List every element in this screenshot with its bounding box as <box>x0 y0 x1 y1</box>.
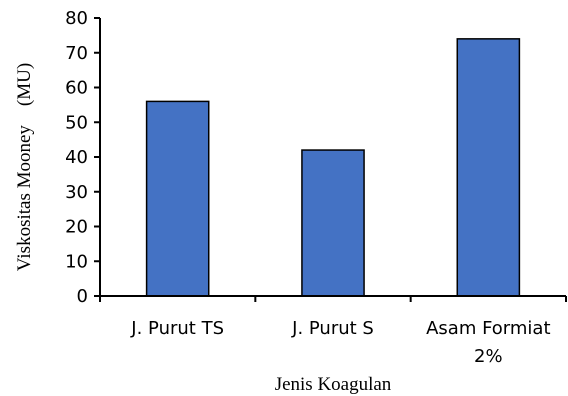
y-tick-label: 30 <box>65 182 88 203</box>
bars <box>145 38 521 297</box>
bar <box>301 149 365 297</box>
x-category-label: J. Purut TS <box>130 318 224 339</box>
bar <box>145 100 210 297</box>
x-axis-ticks: J. Purut TS J. Purut S Asam Formiat 2% <box>99 296 567 367</box>
x-category-label: J. Purut S <box>291 318 374 339</box>
y-axis-ticks: 0 10 20 30 40 50 60 70 80 <box>65 8 100 307</box>
y-tick-label: 60 <box>65 78 88 99</box>
x-category-label: Asam Formiat 2% <box>426 318 550 367</box>
y-tick-label: 10 <box>65 251 88 272</box>
y-tick-label: 20 <box>65 217 88 238</box>
y-axis-title: Viskositas Mooney (MU) <box>14 63 35 271</box>
y-tick-label: 50 <box>65 112 88 133</box>
y-tick-label: 40 <box>65 147 88 168</box>
y-tick-label: 80 <box>65 8 88 29</box>
y-tick-label: 70 <box>65 43 88 64</box>
x-axis-title: Jenis Koagulan <box>275 374 392 395</box>
bar <box>456 38 521 297</box>
y-tick-label: 0 <box>77 286 88 307</box>
